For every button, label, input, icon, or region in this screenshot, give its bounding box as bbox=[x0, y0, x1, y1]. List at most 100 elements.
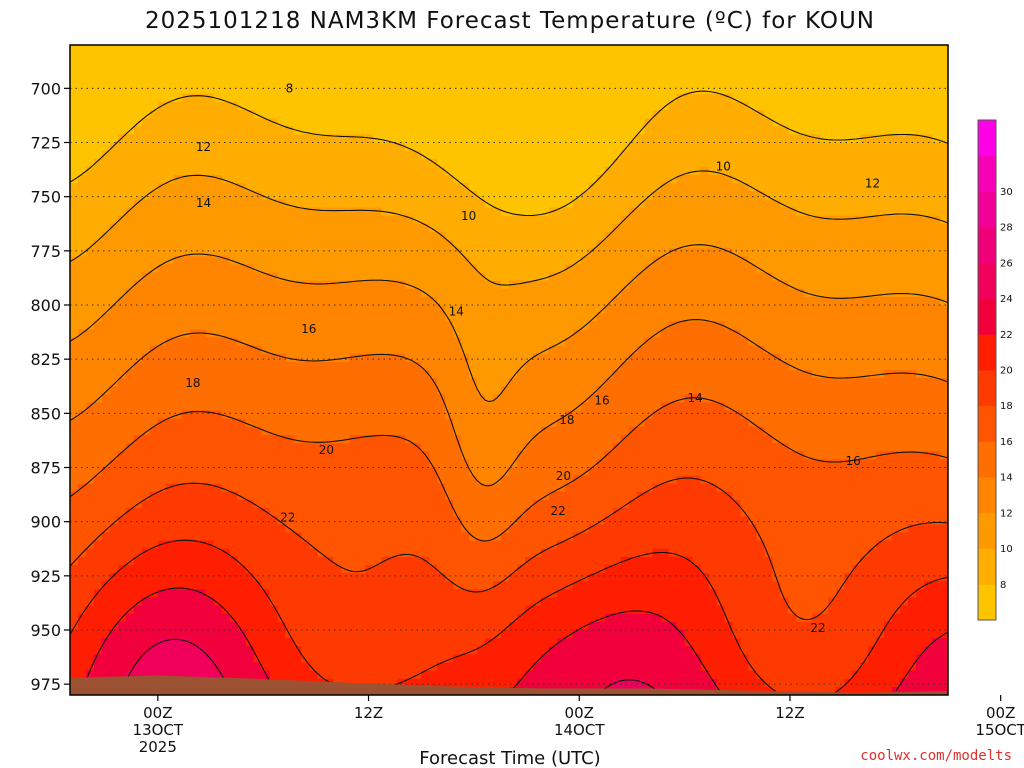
temp-cell bbox=[109, 69, 119, 79]
temp-cell bbox=[445, 77, 454, 87]
temp-cell bbox=[524, 426, 534, 436]
temp-cell bbox=[556, 516, 566, 525]
temp-cell bbox=[277, 305, 287, 314]
temp-cell bbox=[301, 638, 311, 647]
temp-cell bbox=[469, 548, 478, 558]
temp-cell bbox=[301, 500, 311, 509]
temp-cell bbox=[516, 402, 526, 412]
temp-cell bbox=[485, 296, 494, 306]
temp-cell bbox=[477, 110, 486, 119]
temp-cell bbox=[229, 61, 239, 70]
temp-cell bbox=[221, 451, 231, 460]
temp-cell bbox=[413, 69, 422, 79]
temp-cell bbox=[405, 532, 414, 542]
temp-cell bbox=[405, 459, 414, 469]
temp-cell bbox=[469, 280, 478, 290]
temp-cell bbox=[269, 321, 279, 330]
temp-cell bbox=[477, 565, 486, 574]
temp-cell bbox=[461, 418, 470, 428]
temp-cell bbox=[229, 597, 239, 607]
temp-cell bbox=[333, 508, 342, 517]
temp-cell bbox=[133, 646, 143, 655]
temp-cell bbox=[181, 231, 191, 241]
temp-cell bbox=[117, 483, 127, 493]
temp-cell bbox=[70, 605, 79, 615]
temp-cell bbox=[77, 426, 87, 436]
temp-cell bbox=[277, 508, 287, 517]
temp-cell bbox=[493, 272, 502, 282]
temp-cell bbox=[333, 654, 342, 664]
temp-cell bbox=[477, 337, 486, 347]
temp-cell bbox=[229, 370, 239, 379]
temp-cell bbox=[141, 256, 151, 265]
temp-cell bbox=[181, 646, 191, 655]
temp-cell bbox=[493, 508, 502, 517]
temp-cell bbox=[325, 670, 334, 680]
temp-cell bbox=[325, 296, 334, 306]
temp-cell bbox=[253, 223, 263, 233]
temp-cell bbox=[285, 573, 295, 582]
temp-cell bbox=[125, 451, 135, 460]
temp-cell bbox=[173, 329, 183, 339]
temp-cell bbox=[149, 215, 159, 225]
temp-cell bbox=[141, 621, 151, 631]
temp-cell bbox=[317, 613, 327, 623]
temp-cell bbox=[516, 134, 526, 144]
temp-cell bbox=[285, 142, 295, 152]
temp-cell bbox=[229, 183, 239, 192]
temp-cell bbox=[141, 93, 151, 103]
temp-cell bbox=[381, 77, 390, 87]
temp-cell bbox=[309, 418, 319, 428]
temp-cell bbox=[285, 459, 295, 469]
temp-cell bbox=[405, 264, 414, 274]
temp-cell bbox=[301, 353, 311, 363]
temp-cell bbox=[285, 475, 295, 485]
temp-cell bbox=[349, 638, 358, 647]
temp-cell bbox=[165, 77, 175, 87]
temp-cell bbox=[109, 491, 119, 501]
temp-cell bbox=[293, 61, 303, 70]
temp-cell bbox=[277, 516, 287, 525]
temp-cell bbox=[117, 589, 127, 599]
temp-cell bbox=[165, 69, 175, 79]
temp-cell bbox=[85, 85, 95, 95]
temp-cell bbox=[501, 532, 510, 542]
temp-cell bbox=[157, 329, 167, 339]
temp-cell bbox=[373, 223, 382, 233]
temp-cell bbox=[141, 459, 151, 469]
temp-cell bbox=[437, 646, 446, 655]
temp-cell bbox=[277, 459, 287, 469]
temp-cell bbox=[261, 231, 271, 241]
temp-cell bbox=[373, 467, 382, 477]
temp-cell bbox=[197, 426, 207, 436]
temp-cell bbox=[477, 646, 486, 655]
temp-cell bbox=[524, 280, 534, 290]
temp-cell bbox=[548, 175, 558, 184]
temp-cell bbox=[101, 573, 111, 582]
temp-cell bbox=[301, 605, 311, 615]
temp-cell bbox=[117, 45, 127, 54]
temp-cell bbox=[149, 361, 159, 371]
temp-cell bbox=[197, 321, 207, 330]
temp-cell bbox=[469, 288, 478, 298]
temp-cell bbox=[453, 248, 462, 257]
temp-cell bbox=[485, 313, 494, 322]
temp-cell bbox=[381, 126, 390, 135]
temp-cell bbox=[429, 134, 438, 144]
temp-cell bbox=[381, 158, 390, 168]
temp-cell bbox=[70, 483, 79, 493]
temp-cell bbox=[221, 175, 231, 184]
temp-cell bbox=[381, 459, 390, 469]
temp-cell bbox=[309, 443, 319, 452]
temp-cell bbox=[381, 630, 390, 639]
temp-cell bbox=[493, 288, 502, 298]
temp-cell bbox=[540, 280, 550, 290]
temp-cell bbox=[373, 646, 382, 655]
temp-cell bbox=[70, 248, 79, 257]
temp-cell bbox=[429, 508, 438, 517]
temp-cell bbox=[213, 321, 223, 330]
temp-cell bbox=[405, 215, 414, 225]
temp-cell bbox=[237, 589, 247, 599]
temp-cell bbox=[373, 394, 382, 404]
temp-cell bbox=[453, 199, 462, 209]
